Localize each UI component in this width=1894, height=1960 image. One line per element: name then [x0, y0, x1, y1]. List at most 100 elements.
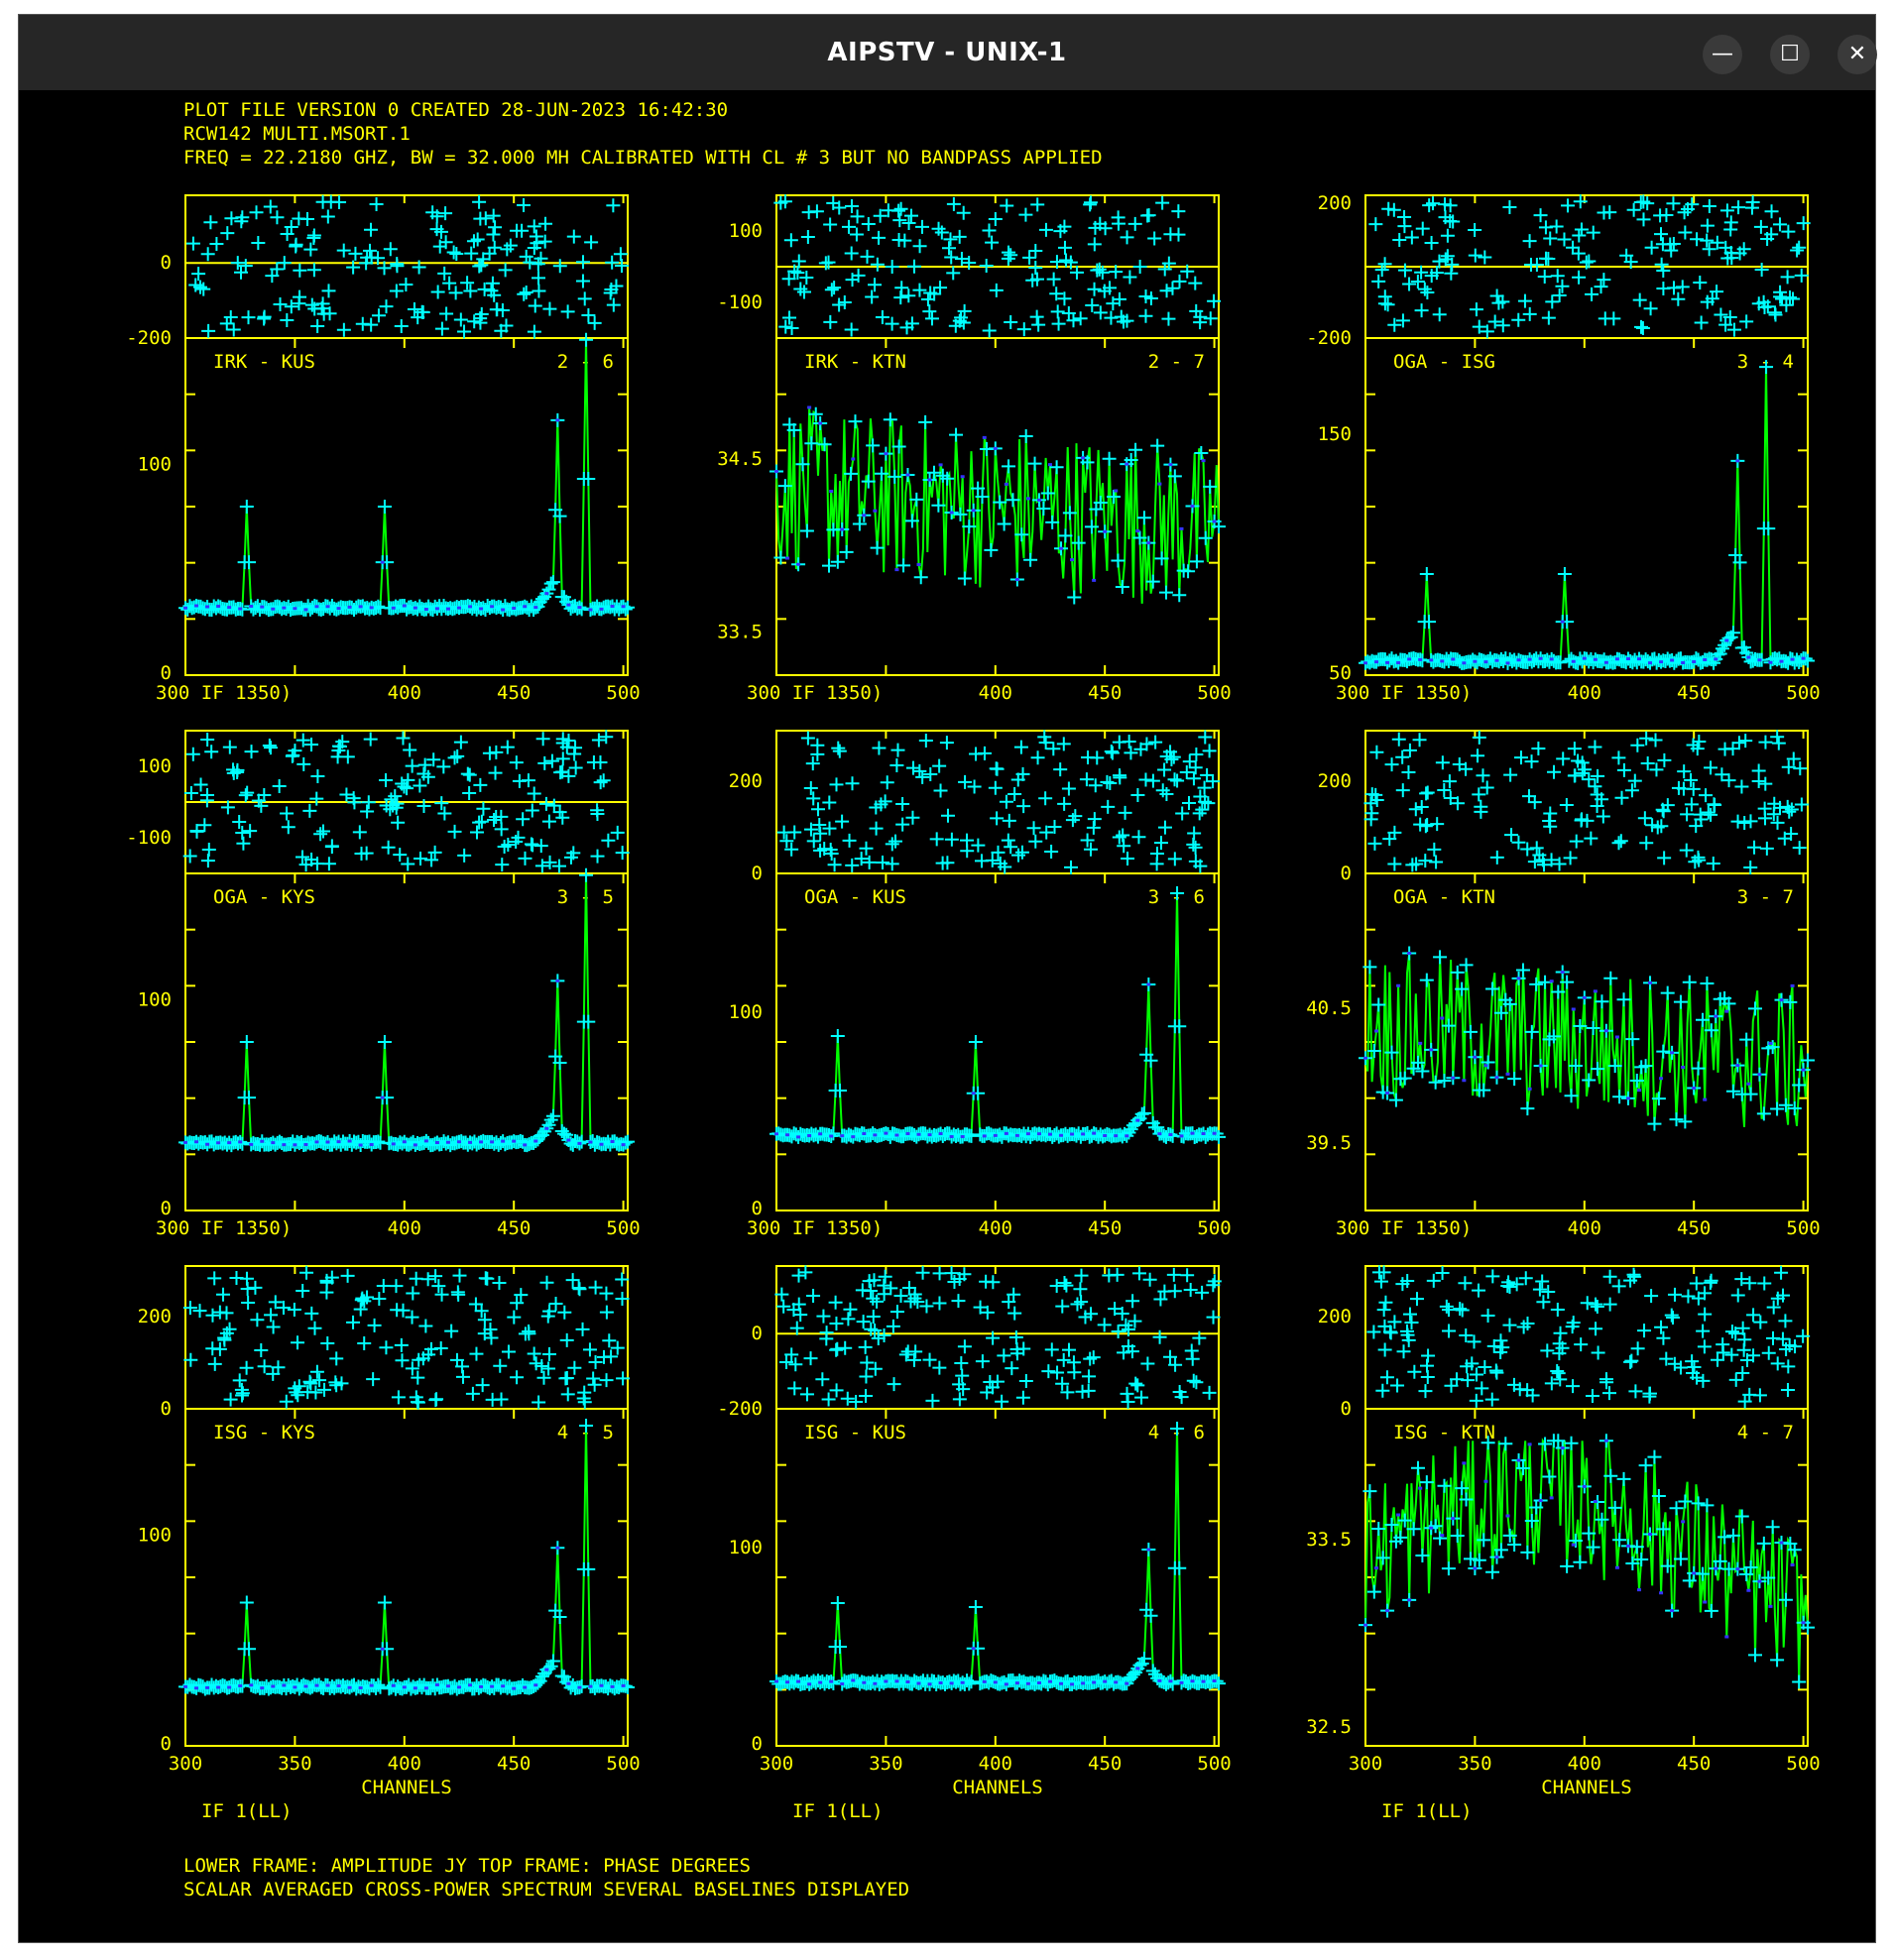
panel-3-x-tick-label: 300 IF 1350) — [1336, 682, 1472, 704]
panel-5-amp-tick-label: 100 — [729, 1001, 763, 1023]
panel-6-x-tick-label: 300 IF 1350) — [1336, 1217, 1472, 1239]
panel-7-phase-points — [182, 1265, 631, 1410]
panel-8-x-tick-label: 450 — [1088, 1753, 1122, 1775]
panel-9-amp-markers — [1363, 1439, 1806, 1639]
panel-5-x-tick-label: 450 — [1088, 1217, 1122, 1239]
panel-7-if-label: IF 1(LL) — [201, 1800, 293, 1822]
title-bar[interactable]: AIPSTV - UNIX-1 — ☐ ✕ — [19, 15, 1877, 90]
panel-4-amp-tick-label: 100 — [138, 989, 172, 1011]
panel-1-baseline-label: IRK - KUS — [213, 351, 315, 373]
panel-3-amp-points — [1359, 360, 1815, 670]
panel-8-baseline-label: ISG - KUS — [804, 1422, 906, 1443]
panel-3-x-tick-label: 500 — [1786, 682, 1820, 704]
panel-9-x-tick-label: 300 — [1349, 1753, 1382, 1775]
panel-4-phase-tick-label: 100 — [138, 755, 172, 777]
panel-9-amp-tick-label: 33.5 — [1306, 1529, 1352, 1551]
panel-8-amp-points — [769, 1422, 1226, 1691]
panel-9-amp-tick-label: 32.5 — [1306, 1716, 1352, 1738]
panel-1-x-tick-label: 300 IF 1350) — [156, 682, 292, 704]
panel-4-x-tick-label: 450 — [497, 1217, 531, 1239]
panel-5-x-tick-label: 300 IF 1350) — [747, 1217, 883, 1239]
panel-4-amp-line — [184, 874, 629, 1147]
panel-3-phase-points — [1368, 194, 1811, 339]
panel-1-phase-tick-label: -200 — [126, 327, 172, 349]
panel-6-amp-tick-label: 40.5 — [1306, 997, 1352, 1019]
panel-7-baseline-label: ISG - KYS — [213, 1422, 315, 1443]
panel-9-baseline-label: ISG - KTN — [1393, 1422, 1495, 1443]
panel-6-phase-tick-label: 0 — [1341, 863, 1352, 884]
panel-9-x-tick-label: 400 — [1568, 1753, 1601, 1775]
panel-4-amp-points — [178, 867, 635, 1153]
panel-2-amp-line — [775, 406, 1220, 604]
panel-2-x-tick-label: 500 — [1197, 682, 1231, 704]
panel-8-x-tick-label: 400 — [979, 1753, 1012, 1775]
panel-1-x-tick-label: 500 — [606, 682, 640, 704]
panel-7-x-tick-label: 300 — [169, 1753, 202, 1775]
panel-2-phase-points — [773, 194, 1222, 338]
panel-7-channels-label: CHANNELS — [361, 1777, 452, 1798]
plot-canvas: PLOT FILE VERSION 0 CREATED 28-JUN-2023 … — [126, 99, 1821, 1901]
panel-1-amp-points — [178, 332, 635, 618]
panel-2-x-tick-label: 400 — [979, 682, 1012, 704]
panel-9-x-tick-label: 500 — [1786, 1753, 1820, 1775]
panel-5-phase-tick-label: 200 — [729, 770, 763, 792]
minimize-button[interactable]: — — [1703, 35, 1742, 74]
maximize-button[interactable]: ☐ — [1770, 35, 1810, 74]
panel-6-antennas-label: 3 - 7 — [1737, 886, 1794, 908]
panel-8-amp-markers — [774, 1548, 1217, 1686]
panel-7-amp-markers — [183, 1546, 626, 1690]
panel-1-amp-markers — [183, 418, 626, 612]
panel-9-channels-label: CHANNELS — [1541, 1777, 1632, 1798]
panel-7-amp-points — [178, 1419, 635, 1696]
panel-6-phase-tick-label: 200 — [1318, 770, 1352, 792]
panel-5-amp-frame — [775, 872, 1220, 1211]
panel-9-x-tick-label: 350 — [1458, 1753, 1491, 1775]
panel-1-phase-tick-label: 0 — [161, 252, 172, 274]
panel-1-amp-line — [184, 339, 629, 612]
panel-1-x-tick-label: 400 — [388, 682, 421, 704]
panel-9-phase-tick-label: 0 — [1341, 1398, 1352, 1420]
panel-5-x-tick-label: 500 — [1197, 1217, 1231, 1239]
panel-6-x-tick-label: 450 — [1677, 1217, 1711, 1239]
panel-6-amp-tick-label: 39.5 — [1306, 1132, 1352, 1154]
panel-2-amp-tick-label: 33.5 — [717, 621, 763, 642]
close-button[interactable]: ✕ — [1837, 35, 1877, 74]
panel-8-amp-tick-label: 100 — [729, 1537, 763, 1558]
panel-4-x-tick-label: 300 IF 1350) — [156, 1217, 292, 1239]
panel-7-x-tick-label: 450 — [497, 1753, 531, 1775]
panel-8-channels-label: CHANNELS — [952, 1777, 1043, 1798]
panel-3-amp-markers — [1363, 459, 1806, 665]
panel-9-if-label: IF 1(LL) — [1381, 1800, 1473, 1822]
panel-3-baseline-label: OGA - ISG — [1393, 351, 1495, 373]
panel-7-amp-tick-label: 100 — [138, 1525, 172, 1547]
panel-7-phase-tick-label: 200 — [138, 1306, 172, 1327]
panel-4-amp-tick-label: 0 — [161, 1198, 172, 1219]
panel-1-amp-tick-label: 100 — [138, 454, 172, 476]
panel-6-phase-points — [1363, 730, 1809, 874]
panel-9-phase-tick-label: 200 — [1318, 1306, 1352, 1327]
panel-5-amp-line — [775, 892, 1220, 1139]
panel-2-amp-markers — [774, 405, 1217, 582]
panel-5-baseline-label: OGA - KUS — [804, 886, 906, 908]
panel-3-amp-tick-label: 150 — [1318, 423, 1352, 445]
panel-7-phase-tick-label: 0 — [161, 1398, 172, 1420]
panel-2-phase-tick-label: 100 — [729, 220, 763, 242]
panel-2-antennas-label: 2 - 7 — [1148, 351, 1205, 373]
panel-5-phase-points — [776, 730, 1221, 874]
panel-2-baseline-label: IRK - KTN — [804, 351, 906, 373]
panel-3-x-tick-label: 450 — [1677, 682, 1711, 704]
panel-4-amp-markers — [183, 979, 626, 1147]
panel-2-amp-points — [769, 406, 1226, 605]
panel-2-x-tick-label: 300 IF 1350) — [747, 682, 883, 704]
panel-5-amp-markers — [774, 982, 1217, 1139]
panel-7-x-tick-label: 500 — [606, 1753, 640, 1775]
panel-6-amp-markers — [1363, 951, 1806, 1101]
panel-7-amp-frame — [184, 1408, 629, 1747]
panel-9-amp-line — [1364, 1438, 1809, 1682]
footer-line-1: LOWER FRAME: AMPLITUDE JY TOP FRAME: PHA… — [183, 1855, 751, 1877]
panel-3-amp-line — [1364, 367, 1809, 666]
panel-8-x-tick-label: 300 — [760, 1753, 793, 1775]
aipstv-window: AIPSTV - UNIX-1 — ☐ ✕ PLOT FILE VERSION … — [18, 14, 1877, 1943]
panel-3-phase-tick-label: -200 — [1306, 327, 1352, 349]
panel-6-x-tick-label: 500 — [1786, 1217, 1820, 1239]
